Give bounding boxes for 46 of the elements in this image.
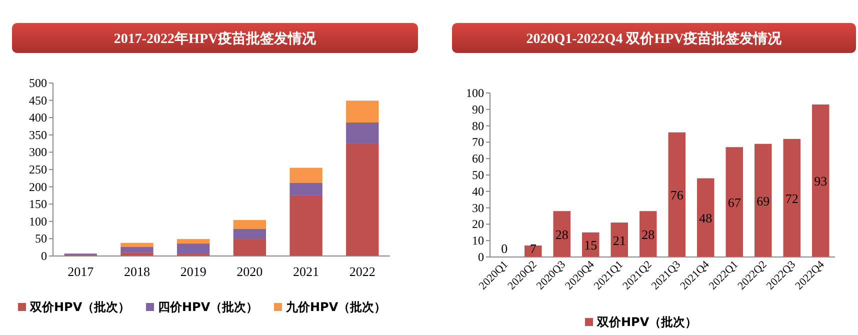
data-label: 15	[584, 238, 598, 253]
data-label: 67	[728, 195, 742, 210]
y-tick-label: 150	[29, 197, 47, 212]
x-tick-label: 2022	[349, 264, 376, 279]
legend-label: 四价HPV（批次）	[158, 300, 258, 314]
y-tick-label: 50	[35, 232, 47, 246]
data-label: 28	[642, 227, 655, 242]
legend-label: 九价HPV（批次）	[285, 300, 386, 314]
y-tick-label: 20	[472, 217, 484, 232]
y-tick-label: 70	[472, 135, 484, 150]
y-tick-label: 350	[29, 128, 47, 142]
data-label: 48	[699, 210, 712, 226]
legend-label: 双价HPV（批次）	[29, 300, 130, 314]
y-tick-label: 60	[472, 152, 484, 166]
y-tick-label: 0	[41, 249, 47, 263]
data-label: 72	[785, 190, 798, 206]
y-tick-label: 80	[472, 118, 484, 133]
y-tick-label: 450	[29, 93, 47, 108]
x-tick-label: 2020	[236, 264, 263, 279]
y-tick-label: 90	[472, 102, 484, 116]
y-tick-label: 100	[29, 214, 47, 228]
data-label: 7	[530, 241, 537, 256]
data-label: 21	[612, 232, 626, 248]
x-tick-label: 2021	[293, 264, 320, 279]
chart-title: 2017-2022年HPV疫苗批签发情况	[114, 30, 318, 47]
data-label: 28	[555, 227, 568, 242]
y-tick-label: 400	[29, 110, 47, 125]
y-tick-label: 500	[29, 76, 47, 90]
y-tick-label: 0	[478, 250, 484, 264]
y-tick-label: 250	[29, 162, 47, 176]
data-label: 76	[670, 188, 684, 203]
data-label: 69	[756, 193, 770, 208]
y-tick-label: 200	[29, 180, 47, 194]
y-tick-label: 300	[29, 145, 47, 160]
chart-title: 2020Q1-2022Q4 双价HPV疫苗批签发情况	[526, 30, 783, 47]
x-tick-label: 2017	[68, 264, 94, 279]
x-tick-label: 2018	[124, 264, 150, 279]
y-tick-label: 100	[466, 86, 484, 100]
y-tick-label: 30	[472, 200, 484, 215]
legend-label: 双价HPV（批次）	[596, 315, 698, 329]
data-label: 93	[814, 174, 828, 189]
y-tick-label: 50	[472, 168, 484, 182]
x-tick-label: 2019	[180, 264, 206, 279]
y-tick-label: 40	[472, 184, 484, 198]
y-tick-label: 10	[472, 234, 484, 248]
data-label: 0	[501, 241, 508, 256]
